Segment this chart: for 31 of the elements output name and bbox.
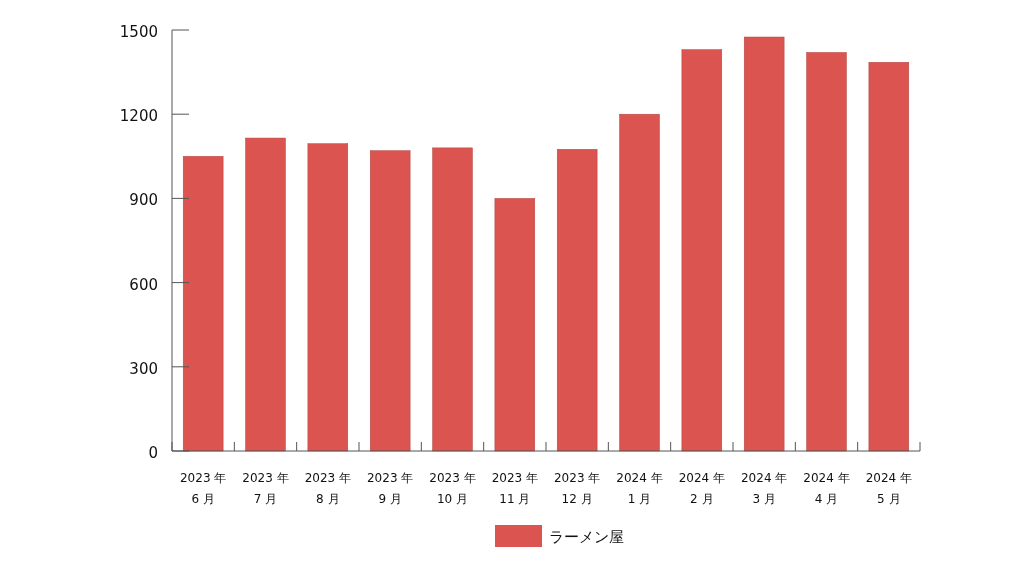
x-tick-label: 2023 年 7 月 bbox=[242, 471, 289, 506]
bar bbox=[369, 150, 411, 452]
bar bbox=[307, 143, 349, 452]
x-tick-label: 2024 年 4 月 bbox=[803, 471, 850, 506]
x-tick-label: 2024 年 1 月 bbox=[616, 471, 663, 506]
x-tick-label: 2023 年 9 月 bbox=[366, 471, 414, 506]
y-tick-label: 0 bbox=[148, 444, 158, 462]
x-tick-label: 2023 年 11 月 bbox=[491, 471, 539, 506]
text: ラーメン屋 bbox=[549, 528, 624, 546]
bar bbox=[806, 52, 847, 452]
x-tick-label: 2024 年 3 月 bbox=[740, 471, 788, 506]
x-tick-label: 2023 年 12 月 bbox=[553, 471, 601, 506]
x-tick-label: 2024 年 2 月 bbox=[678, 471, 726, 506]
y-tick-label: 600 bbox=[129, 275, 158, 294]
x-tick-label: 2024 年 5 月 bbox=[865, 471, 913, 506]
x-tick-label: 2023 年 6 月 bbox=[179, 471, 227, 506]
bar bbox=[182, 156, 224, 452]
x-tick-label: 2023 年 10 月 bbox=[429, 471, 476, 506]
bar bbox=[868, 62, 910, 452]
y-tick-label: 1500 bbox=[119, 23, 158, 41]
bar bbox=[556, 149, 598, 452]
y-tick-label: 1200 bbox=[119, 107, 158, 126]
bar bbox=[245, 137, 286, 452]
y-tick-label: 300 bbox=[129, 359, 158, 378]
bar bbox=[494, 198, 536, 452]
y-tick-label: 900 bbox=[129, 191, 158, 210]
bar bbox=[432, 147, 473, 452]
x-tick-label: 2023 年 8 月 bbox=[304, 471, 352, 506]
bar bbox=[619, 113, 660, 452]
bar bbox=[681, 49, 723, 452]
bar bbox=[743, 36, 785, 452]
